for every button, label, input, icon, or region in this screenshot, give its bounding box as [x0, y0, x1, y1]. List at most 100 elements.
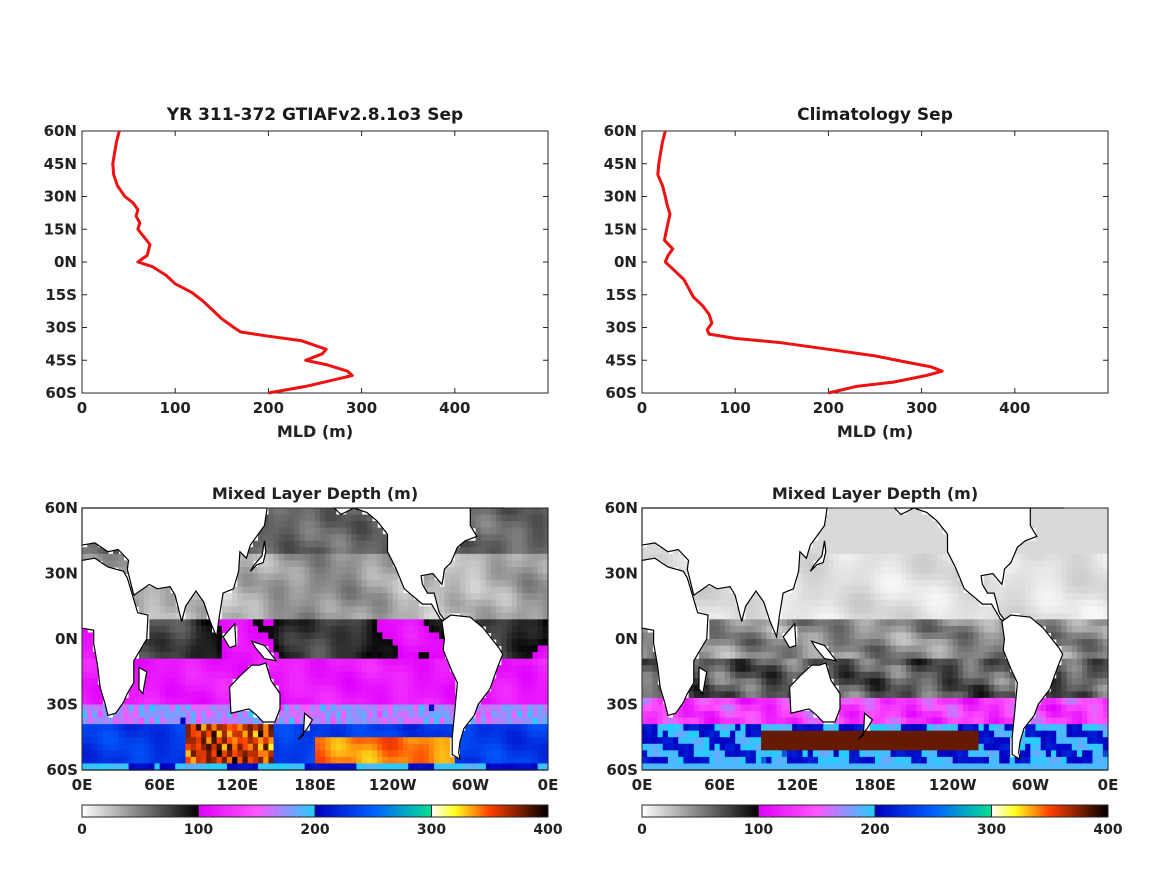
heat-cell [371, 763, 378, 771]
heat-cell [330, 566, 337, 575]
heat-cell [968, 704, 974, 712]
heat-cell [423, 619, 430, 627]
heat-cell [325, 756, 332, 765]
heat-cell [82, 730, 88, 738]
heat-cell [875, 691, 881, 699]
heat-cell [849, 639, 855, 647]
heat-cell [294, 717, 301, 725]
heat-cell [346, 665, 352, 673]
heat-cell [724, 652, 731, 660]
heat-cell [351, 547, 358, 555]
heat-cell [781, 619, 788, 627]
heat-cell [1092, 619, 1099, 627]
heat-cell [459, 573, 466, 581]
heat-cell [735, 691, 741, 699]
heat-cell [268, 521, 275, 529]
heat-cell [164, 724, 171, 732]
heat-cell [693, 691, 700, 699]
heat-cell [485, 750, 492, 758]
heat-cell [900, 645, 907, 653]
heat-cell [511, 717, 518, 725]
heat-cell [144, 586, 150, 594]
heat-cell [750, 678, 757, 686]
heat-cell [900, 652, 907, 660]
heat-cell [875, 514, 881, 522]
heat-cell [459, 566, 466, 575]
heat-cell [916, 619, 923, 627]
heat-cell [532, 534, 539, 542]
heat-cell [97, 756, 104, 765]
mld-profile-line [111, 130, 354, 395]
heat-cell [906, 612, 912, 620]
heat-cell [475, 593, 482, 601]
heat-cell [849, 645, 855, 653]
heat-cell [766, 645, 773, 653]
heat-cell [149, 593, 156, 601]
heat-cell [449, 606, 456, 614]
heat-cell [532, 521, 539, 529]
heat-cell [299, 658, 306, 666]
heat-cell [144, 671, 150, 679]
heat-cell [875, 508, 881, 516]
heat-cell [542, 606, 549, 614]
heat-cell [118, 553, 125, 561]
heat-cell [854, 553, 861, 561]
heat-cell [797, 606, 804, 614]
heat-cell [921, 652, 928, 660]
heat-cell [937, 619, 943, 627]
heat-cell [164, 711, 171, 719]
heat-cell [278, 632, 285, 640]
heat-cell [190, 684, 197, 692]
heat-cell [921, 606, 928, 614]
heat-cell [973, 625, 980, 634]
heat-cell [735, 665, 741, 673]
heat-cell [428, 586, 435, 594]
heat-cell [299, 573, 306, 581]
heat-cell [252, 547, 259, 555]
heat-cell [730, 612, 736, 620]
heat-cell [299, 684, 306, 692]
heat-cell [320, 534, 326, 542]
heat-cell [299, 711, 306, 719]
heat-cell [138, 756, 145, 765]
heat-cell [340, 711, 347, 719]
heat-cell [206, 645, 213, 653]
heat-cell [154, 678, 161, 686]
heat-cell [123, 750, 130, 758]
heat-cell [522, 645, 528, 653]
heat-cell [170, 665, 176, 673]
heat-cell [1087, 521, 1094, 529]
heat-cell [1102, 684, 1109, 692]
heat-cell [1040, 573, 1047, 581]
heat-cell [1097, 625, 1104, 634]
heat-cell [1071, 671, 1078, 679]
heat-cell [371, 560, 378, 568]
heat-cell [843, 665, 850, 673]
heat-cell [838, 645, 845, 653]
heat-cell [766, 652, 773, 660]
heat-cell [491, 514, 497, 522]
heat-cell [356, 534, 363, 542]
heat-cell [309, 521, 316, 529]
heat-cell [864, 632, 871, 640]
heat-cell [294, 724, 301, 732]
heat-cell [164, 639, 171, 647]
heat-cell [761, 658, 767, 666]
heat-cell [413, 756, 420, 765]
heat-cell [123, 566, 130, 575]
heat-cell [465, 599, 471, 607]
heat-cell [1082, 678, 1088, 686]
heat-cell [283, 737, 290, 745]
heat-cell [273, 763, 280, 771]
heat-cell [387, 678, 394, 686]
heat-cell [175, 724, 181, 732]
heat-cell [771, 691, 778, 699]
heat-cell [133, 665, 140, 673]
heat-cell [247, 724, 254, 732]
heat-cell [527, 711, 534, 719]
heat-cell [82, 658, 88, 666]
heat-cell [330, 743, 337, 751]
heat-cell [299, 632, 306, 640]
heat-cell [931, 553, 938, 561]
heat-cell [144, 678, 150, 686]
